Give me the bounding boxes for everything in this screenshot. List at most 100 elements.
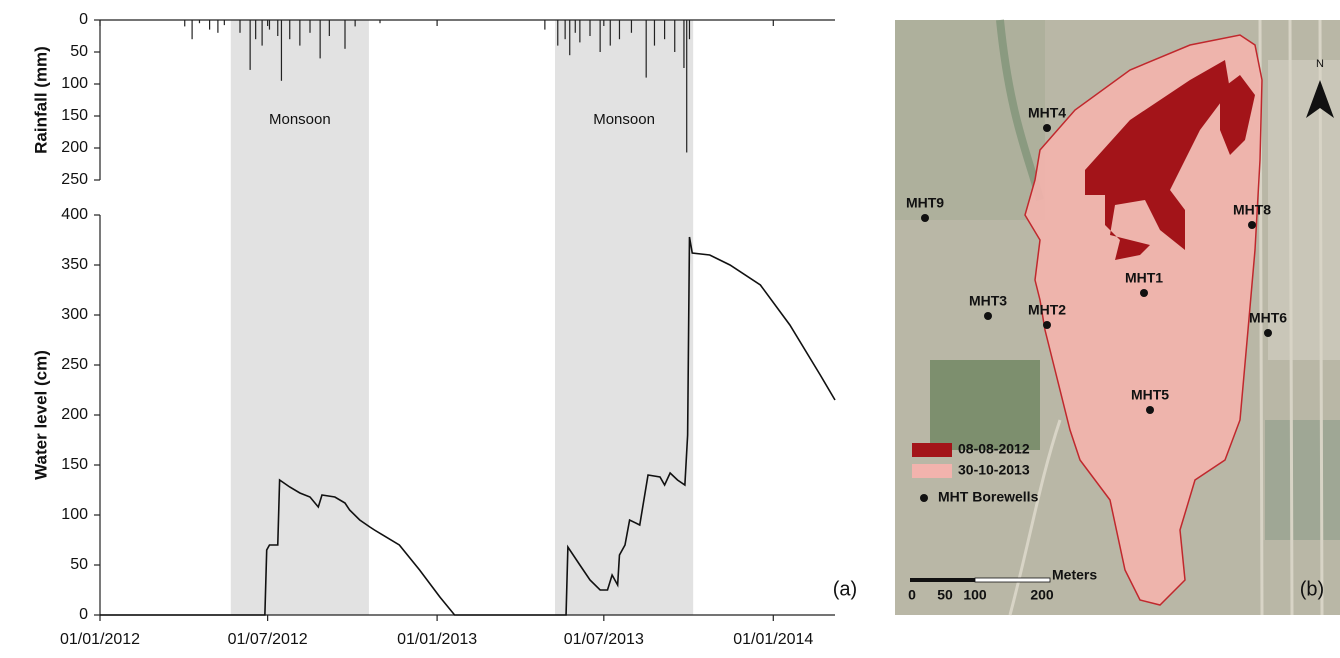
period-label: Monsoon	[269, 111, 331, 128]
rain-bar	[600, 20, 601, 52]
rain-bar	[320, 20, 321, 58]
rain-bar	[579, 20, 580, 42]
rain-bar	[255, 20, 256, 39]
y-tick-label: 400	[61, 206, 88, 223]
y-tick-label: 0	[79, 606, 88, 623]
rain-bar	[683, 20, 684, 68]
panel-label: (a)	[833, 578, 857, 600]
rain-bar	[184, 20, 185, 26]
scale-bar	[975, 578, 1050, 582]
shaded-period	[555, 20, 693, 615]
borewell-label: MHT5	[1131, 387, 1169, 403]
borewell-label: MHT6	[1249, 310, 1287, 326]
y-axis-label: Water level (cm)	[31, 350, 50, 480]
rain-bar	[674, 20, 675, 52]
x-tick-label: 01/07/2013	[564, 631, 644, 648]
rain-bar	[557, 20, 558, 46]
y-tick-label: 0	[79, 11, 88, 28]
rain-bar	[209, 20, 210, 30]
scale-label: 0	[908, 587, 916, 603]
y-axis-label: Rainfall (mm)	[31, 46, 50, 154]
rain-bar	[277, 20, 278, 36]
panel-label: (b)	[1300, 578, 1324, 600]
y-tick-label: 100	[61, 75, 88, 92]
rain-bar	[575, 20, 576, 33]
borewell-label: MHT1	[1125, 270, 1163, 286]
legend-label: MHT Borewells	[938, 489, 1039, 505]
rain-bar	[289, 20, 290, 39]
rain-bar	[646, 20, 647, 78]
rain-bar	[589, 20, 590, 36]
borewell	[1043, 321, 1051, 329]
legend-label: 30-10-2013	[958, 462, 1030, 478]
field	[1265, 420, 1340, 540]
rain-bar	[281, 20, 282, 81]
y-tick-label: 200	[61, 406, 88, 423]
x-tick-label: 01/07/2012	[228, 631, 308, 648]
north-label: N	[1316, 58, 1324, 70]
rain-bar	[224, 20, 225, 25]
scale-label: 50	[937, 587, 953, 603]
borewell-label: MHT4	[1028, 105, 1066, 121]
rain-bar	[344, 20, 345, 49]
scale-bar	[910, 578, 975, 582]
rain-bar	[565, 20, 566, 39]
rain-bar	[262, 20, 263, 46]
rain-bar	[619, 20, 620, 39]
scale-label: 100	[963, 587, 987, 603]
y-tick-label: 200	[61, 139, 88, 156]
y-tick-label: 50	[70, 43, 88, 60]
borewell	[921, 214, 929, 222]
rain-bar	[664, 20, 665, 39]
borewell	[984, 312, 992, 320]
rain-bar	[355, 20, 356, 26]
y-tick-label: 150	[61, 107, 88, 124]
y-tick-label: 350	[61, 256, 88, 273]
chart-a: Monsoon Monsoon 0 50 100 150 200 250 0 50 100 150 20…	[60, 11, 835, 648]
y-tick-label: 100	[61, 506, 88, 523]
rain-bar	[689, 20, 690, 39]
rain-bar	[309, 20, 310, 33]
rain-bar	[610, 20, 611, 46]
x-tick-label: 01/01/2012	[60, 631, 140, 648]
legend-swatch	[920, 494, 928, 502]
rain-bar	[250, 20, 251, 70]
figure: Monsoon Monsoon 0 50 100 150 200 250 0 50 100 150 20…	[0, 0, 1340, 658]
borewell	[1146, 406, 1154, 414]
borewell-label: MHT2	[1028, 302, 1066, 318]
borewell	[1248, 221, 1256, 229]
y-tick-label: 150	[61, 456, 88, 473]
legend-swatch	[912, 443, 952, 457]
rain-bar	[217, 20, 218, 33]
rain-bar	[686, 20, 687, 152]
x-tick-label: 01/01/2014	[733, 631, 813, 648]
field	[930, 360, 1040, 450]
water-level-line	[100, 237, 835, 615]
rain-bar	[239, 20, 240, 33]
scale-label: 200	[1030, 587, 1054, 603]
rain-bar	[329, 20, 330, 36]
rain-bar	[199, 20, 200, 23]
rain-bar	[269, 20, 270, 30]
page: {"chart_data": [ {"type": "bar", "y_labe…	[0, 0, 1340, 658]
period-label: Monsoon	[593, 111, 655, 128]
y-tick-label: 50	[70, 556, 88, 573]
borewell	[1264, 329, 1272, 337]
borewell-label: MHT3	[969, 293, 1007, 309]
rain-bar	[654, 20, 655, 46]
rain-bar	[569, 20, 570, 55]
borewell-label: MHT9	[906, 195, 944, 211]
field	[895, 20, 1045, 220]
map-b: N 08-08-2012 30-10-2013 MHT Borewells Me…	[895, 20, 1340, 615]
rain-bar	[631, 20, 632, 33]
borewell	[1043, 124, 1051, 132]
y-tick-label: 250	[61, 356, 88, 373]
legend-swatch	[912, 464, 952, 478]
rain-bar	[299, 20, 300, 46]
rain-bar	[544, 20, 545, 30]
borewell-label: MHT8	[1233, 202, 1271, 218]
shaded-period	[231, 20, 369, 615]
borewell	[1140, 289, 1148, 297]
rain-bar	[379, 20, 380, 23]
rain-bar	[192, 20, 193, 39]
